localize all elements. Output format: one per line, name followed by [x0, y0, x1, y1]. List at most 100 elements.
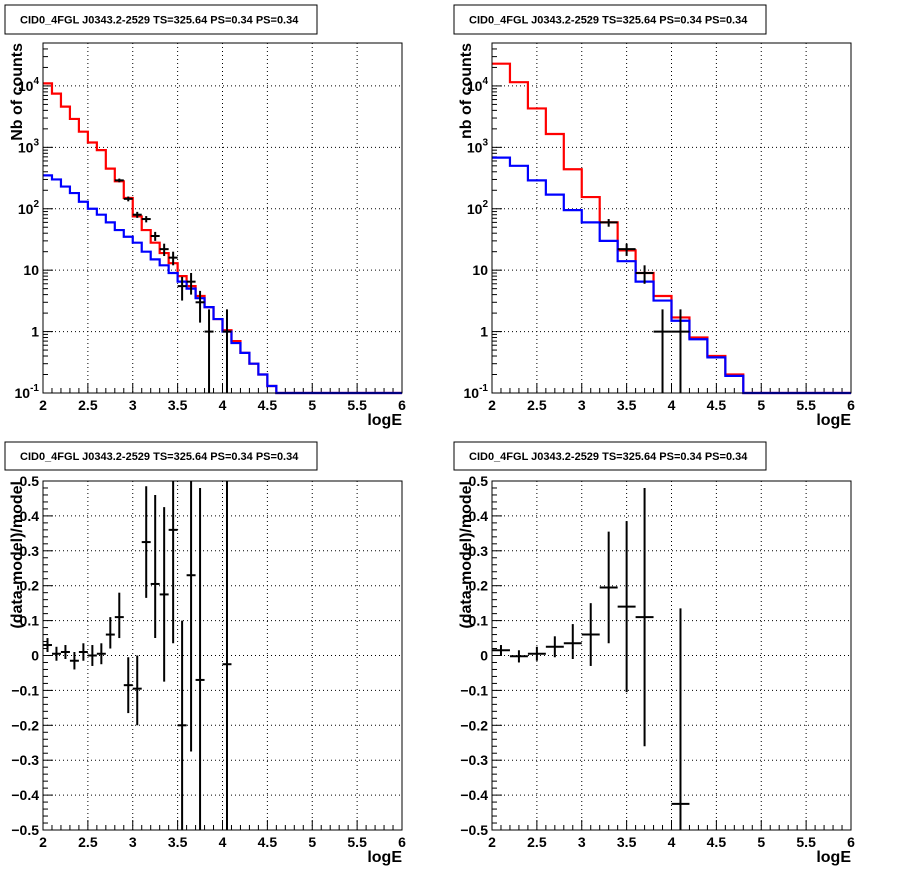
chart-title: CID0_4FGL J0343.2-2529 TS=325.64 PS=0.34… — [20, 451, 299, 463]
x-tick-label: 4.5 — [707, 834, 727, 850]
data-point — [617, 521, 636, 693]
data-point — [123, 196, 133, 202]
data-point — [222, 309, 232, 393]
y-tick-label: 103 — [18, 137, 40, 155]
data-point — [69, 652, 79, 670]
data-point — [671, 309, 690, 393]
y-tick-label: 1 — [480, 324, 488, 340]
plot-frame — [491, 480, 852, 831]
data-point — [159, 507, 169, 682]
y-tick-label: 0.2 — [20, 578, 40, 594]
y-tick-label: 102 — [467, 199, 489, 217]
x-tick-label: 2.5 — [78, 834, 98, 850]
y-tick-label: 0.2 — [469, 578, 489, 594]
plot-frame — [491, 42, 852, 394]
y-tick-label: −0.1 — [460, 682, 488, 698]
data-point — [545, 636, 564, 658]
data-point — [105, 617, 115, 649]
x-tick-label: 4 — [668, 397, 676, 413]
x-tick-label: 2.5 — [527, 397, 547, 413]
y-tick-label: 0 — [31, 648, 39, 664]
x-tick-label: 5 — [757, 834, 765, 850]
data-point — [141, 216, 151, 223]
title-box — [453, 441, 767, 471]
x-tick-label: 5.5 — [347, 397, 367, 413]
x-tick-label: 2 — [39, 834, 47, 850]
data-point — [87, 645, 97, 666]
data-point — [635, 487, 654, 747]
y-axis-label: (data-model)/model — [458, 481, 475, 629]
histogram-series-1 — [43, 82, 402, 395]
y-tick-label: 0.5 — [20, 473, 40, 489]
x-tick-label: 3 — [578, 397, 586, 413]
y-tick-label: 102 — [18, 199, 40, 217]
x-tick-label: 2.5 — [527, 834, 547, 850]
data-point — [177, 276, 187, 301]
y-tick-label: 0 — [480, 648, 488, 664]
y-tick-label: −0.3 — [460, 752, 488, 768]
data-point — [563, 624, 582, 659]
x-tick-label: 3 — [129, 834, 137, 850]
data-point — [617, 243, 636, 257]
x-tick-label: 5.5 — [347, 834, 367, 850]
data-point — [509, 650, 528, 663]
data-point — [168, 481, 178, 644]
y-tick-label: 1 — [31, 324, 39, 340]
data-point — [599, 531, 618, 644]
x-tick-label: 3.5 — [168, 397, 188, 413]
x-tick-label: 3.5 — [617, 397, 637, 413]
data-point — [43, 638, 52, 653]
data-point — [177, 620, 187, 830]
data-point — [635, 265, 654, 284]
x-tick-label: 6 — [847, 834, 855, 850]
y-axis-label: Nb of counts — [9, 43, 26, 141]
x-tick-label: 3 — [129, 397, 137, 413]
y-tick-label: −0.4 — [460, 787, 488, 803]
x-tick-label: 4.5 — [258, 834, 278, 850]
y-tick-label: 0.1 — [469, 613, 489, 629]
x-tick-label: 4.5 — [707, 397, 727, 413]
data-point — [222, 481, 232, 830]
data-point — [150, 494, 160, 639]
y-tick-label: 103 — [467, 137, 489, 155]
title-box — [453, 4, 767, 35]
x-tick-label: 5 — [308, 397, 316, 413]
plot-frame — [42, 42, 403, 394]
title-box — [4, 4, 318, 35]
y-tick-label: 0.1 — [20, 613, 40, 629]
x-tick-label: 5 — [308, 834, 316, 850]
data-point — [653, 309, 672, 393]
data-point — [168, 251, 178, 266]
chart-title: CID0_4FGL J0343.2-2529 TS=325.64 PS=0.34… — [469, 15, 748, 27]
x-tick-label: 5.5 — [796, 397, 816, 413]
y-tick-label: −0.4 — [11, 787, 39, 803]
x-tick-label: 2 — [39, 397, 47, 413]
data-point — [195, 487, 205, 830]
data-point — [114, 592, 124, 639]
data-point — [114, 178, 124, 183]
data-point — [123, 657, 133, 714]
data-point — [51, 646, 61, 661]
y-tick-label: 10-1 — [15, 383, 40, 401]
x-axis-label: logE — [367, 412, 402, 429]
chart-title: CID0_4FGL J0343.2-2529 TS=325.64 PS=0.34… — [20, 15, 299, 27]
y-tick-label: 0.5 — [469, 473, 489, 489]
x-tick-label: 3.5 — [617, 834, 637, 850]
x-tick-label: 4 — [219, 834, 227, 850]
data-point — [204, 309, 214, 393]
y-tick-label: 0.4 — [469, 508, 489, 524]
y-tick-label: 104 — [467, 76, 489, 94]
x-tick-label: 5.5 — [796, 834, 816, 850]
y-tick-label: −0.5 — [460, 822, 488, 838]
y-tick-label: 0.3 — [469, 543, 489, 559]
chart-panel-3: 2 2.5 3 3.5 4 4.5 5 5.5 6 −0.5 −0.4 −0.3 −0.2 −0.1 0 0.… — [4, 441, 406, 866]
data-point — [78, 643, 88, 661]
chart-panel-1: 2 2.5 3 3.5 4 4.5 5 5.5 6 10-1 1 10 102 103 104 logE Nb … — [4, 4, 406, 429]
x-axis-label: logE — [367, 849, 402, 866]
x-tick-label: 5 — [757, 397, 765, 413]
x-tick-label: 4.5 — [258, 397, 278, 413]
x-tick-label: 2 — [488, 834, 496, 850]
x-tick-label: 4 — [219, 397, 227, 413]
y-tick-label: −0.2 — [11, 717, 39, 733]
